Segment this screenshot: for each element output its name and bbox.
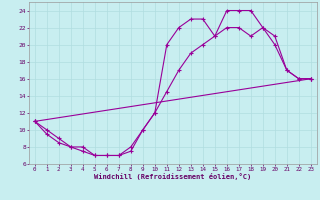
X-axis label: Windchill (Refroidissement éolien,°C): Windchill (Refroidissement éolien,°C)	[94, 173, 252, 180]
